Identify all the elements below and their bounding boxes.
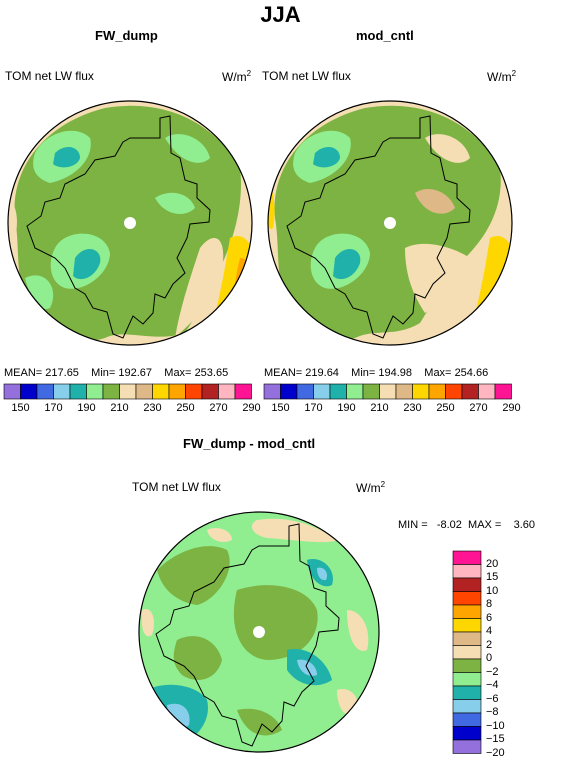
panel-title-right: mod_cntl — [356, 28, 414, 43]
colorbar-swatch — [452, 618, 482, 633]
colorbar-swatch — [329, 383, 347, 400]
colorbar-swatch — [452, 699, 482, 714]
colorbar-tick-label: 150 — [11, 402, 30, 414]
colorbar-tick-label: 250 — [436, 402, 455, 414]
colorbar-diff — [452, 550, 482, 754]
diff-units: W/m2 — [356, 480, 386, 495]
colorbar-swatch — [452, 658, 482, 673]
diff-stats: MIN = -8.02 MAX = 3.60 — [398, 519, 536, 531]
panel-title-left: FW_dump — [95, 28, 158, 43]
colorbar-swatch — [452, 591, 482, 606]
colorbar-tick-label: 190 — [337, 402, 356, 414]
colorbar-swatch — [461, 383, 479, 400]
colorbar-tick-label: −15 — [486, 733, 505, 745]
colorbar-swatch — [452, 577, 482, 592]
colorbar-tick-label: 10 — [486, 584, 499, 597]
colorbar-tick-label: 250 — [176, 402, 195, 414]
colorbar-swatch — [452, 712, 482, 727]
units-left: W/m2 — [222, 69, 252, 84]
colorbar-swatch — [280, 383, 298, 400]
colorbar-swatch — [452, 726, 482, 741]
colorbar-swatch — [452, 685, 482, 700]
colorbar-tick-label: −10 — [486, 719, 505, 732]
colorbar-swatch — [102, 383, 120, 400]
stats-left: MEAN= 217.65 Min= 192.67 Max= 253.65 — [4, 367, 229, 379]
colorbar-tick-label: −2 — [486, 665, 499, 678]
colorbar-tick-label: 170 — [44, 402, 63, 414]
colorbar-swatch — [263, 383, 281, 400]
colorbar-tick-label: 270 — [209, 402, 228, 414]
colorbar-swatch — [445, 383, 463, 400]
colorbar-swatch — [379, 383, 397, 400]
colorbar-swatch — [185, 383, 203, 400]
colorbar-swatch — [494, 383, 512, 400]
colorbar-swatch — [201, 383, 219, 400]
variable-label-right: TOM net LW flux — [262, 69, 351, 83]
colorbar-tick-label: −8 — [486, 706, 499, 718]
colorbar-tick-label: 170 — [304, 402, 323, 414]
colorbar-tick-label: 0 — [486, 652, 493, 664]
colorbar-tick-label: 230 — [143, 402, 162, 414]
colorbar-swatch — [428, 383, 446, 400]
colorbar-swatch — [452, 631, 482, 646]
colorbar-tick-label: 290 — [502, 402, 521, 414]
colorbar-swatch — [119, 383, 137, 400]
colorbar-left — [3, 383, 252, 400]
polar-map-right — [267, 100, 513, 346]
colorbar-swatch — [3, 383, 21, 400]
colorbar-tick-label: 4 — [486, 625, 493, 637]
colorbar-swatch — [20, 383, 38, 400]
colorbar-tick-label: 20 — [486, 557, 499, 570]
colorbar-tick-label: 230 — [403, 402, 422, 414]
polar-map-left — [7, 100, 253, 346]
colorbar-tick-label: 15 — [486, 571, 499, 583]
colorbar-swatch — [452, 645, 482, 660]
colorbar-tick-label: 8 — [486, 598, 493, 610]
colorbar-swatch — [452, 604, 482, 619]
colorbar-tick-label: 2 — [486, 638, 493, 651]
colorbar-swatch — [452, 672, 482, 687]
colorbar-swatch — [53, 383, 71, 400]
colorbar-swatch — [478, 383, 496, 400]
diff-variable-label: TOM net LW flux — [132, 480, 221, 494]
variable-label-left: TOM net LW flux — [5, 69, 94, 83]
colorbar-swatch — [36, 383, 54, 400]
colorbar-swatch — [346, 383, 364, 400]
colorbar-tick-label: 6 — [486, 611, 493, 624]
colorbar-swatch — [395, 383, 413, 400]
units-right: W/m2 — [487, 69, 517, 84]
colorbar-tick-label: 270 — [469, 402, 488, 414]
colorbar-tick-label: 190 — [77, 402, 96, 414]
colorbar-tick-label: −4 — [486, 679, 499, 691]
colorbar-tick-label: −20 — [486, 746, 505, 759]
colorbar-right — [263, 383, 512, 400]
colorbar-swatch — [362, 383, 380, 400]
colorbar-tick-label: 210 — [370, 402, 389, 414]
colorbar-swatch — [452, 739, 482, 754]
colorbar-swatch — [452, 550, 482, 565]
colorbar-swatch — [86, 383, 104, 400]
colorbar-swatch — [412, 383, 430, 400]
colorbar-swatch — [234, 383, 252, 400]
colorbar-swatch — [135, 383, 153, 400]
colorbar-swatch — [296, 383, 314, 400]
colorbar-tick-label: 290 — [242, 402, 261, 414]
colorbar-swatch — [218, 383, 236, 400]
colorbar-swatch — [313, 383, 331, 400]
polar-map-diff — [138, 511, 380, 753]
main-title: JJA — [260, 2, 301, 27]
colorbar-swatch — [452, 564, 482, 579]
colorbar-tick-label: 210 — [110, 402, 129, 414]
colorbar-tick-label: −6 — [486, 692, 499, 705]
colorbar-swatch — [168, 383, 186, 400]
stats-right: MEAN= 219.64 Min= 194.98 Max= 254.66 — [264, 367, 489, 379]
diff-panel-title: FW_dump - mod_cntl — [183, 436, 316, 451]
colorbar-swatch — [69, 383, 87, 400]
colorbar-swatch — [152, 383, 170, 400]
colorbar-tick-label: 150 — [271, 402, 290, 414]
